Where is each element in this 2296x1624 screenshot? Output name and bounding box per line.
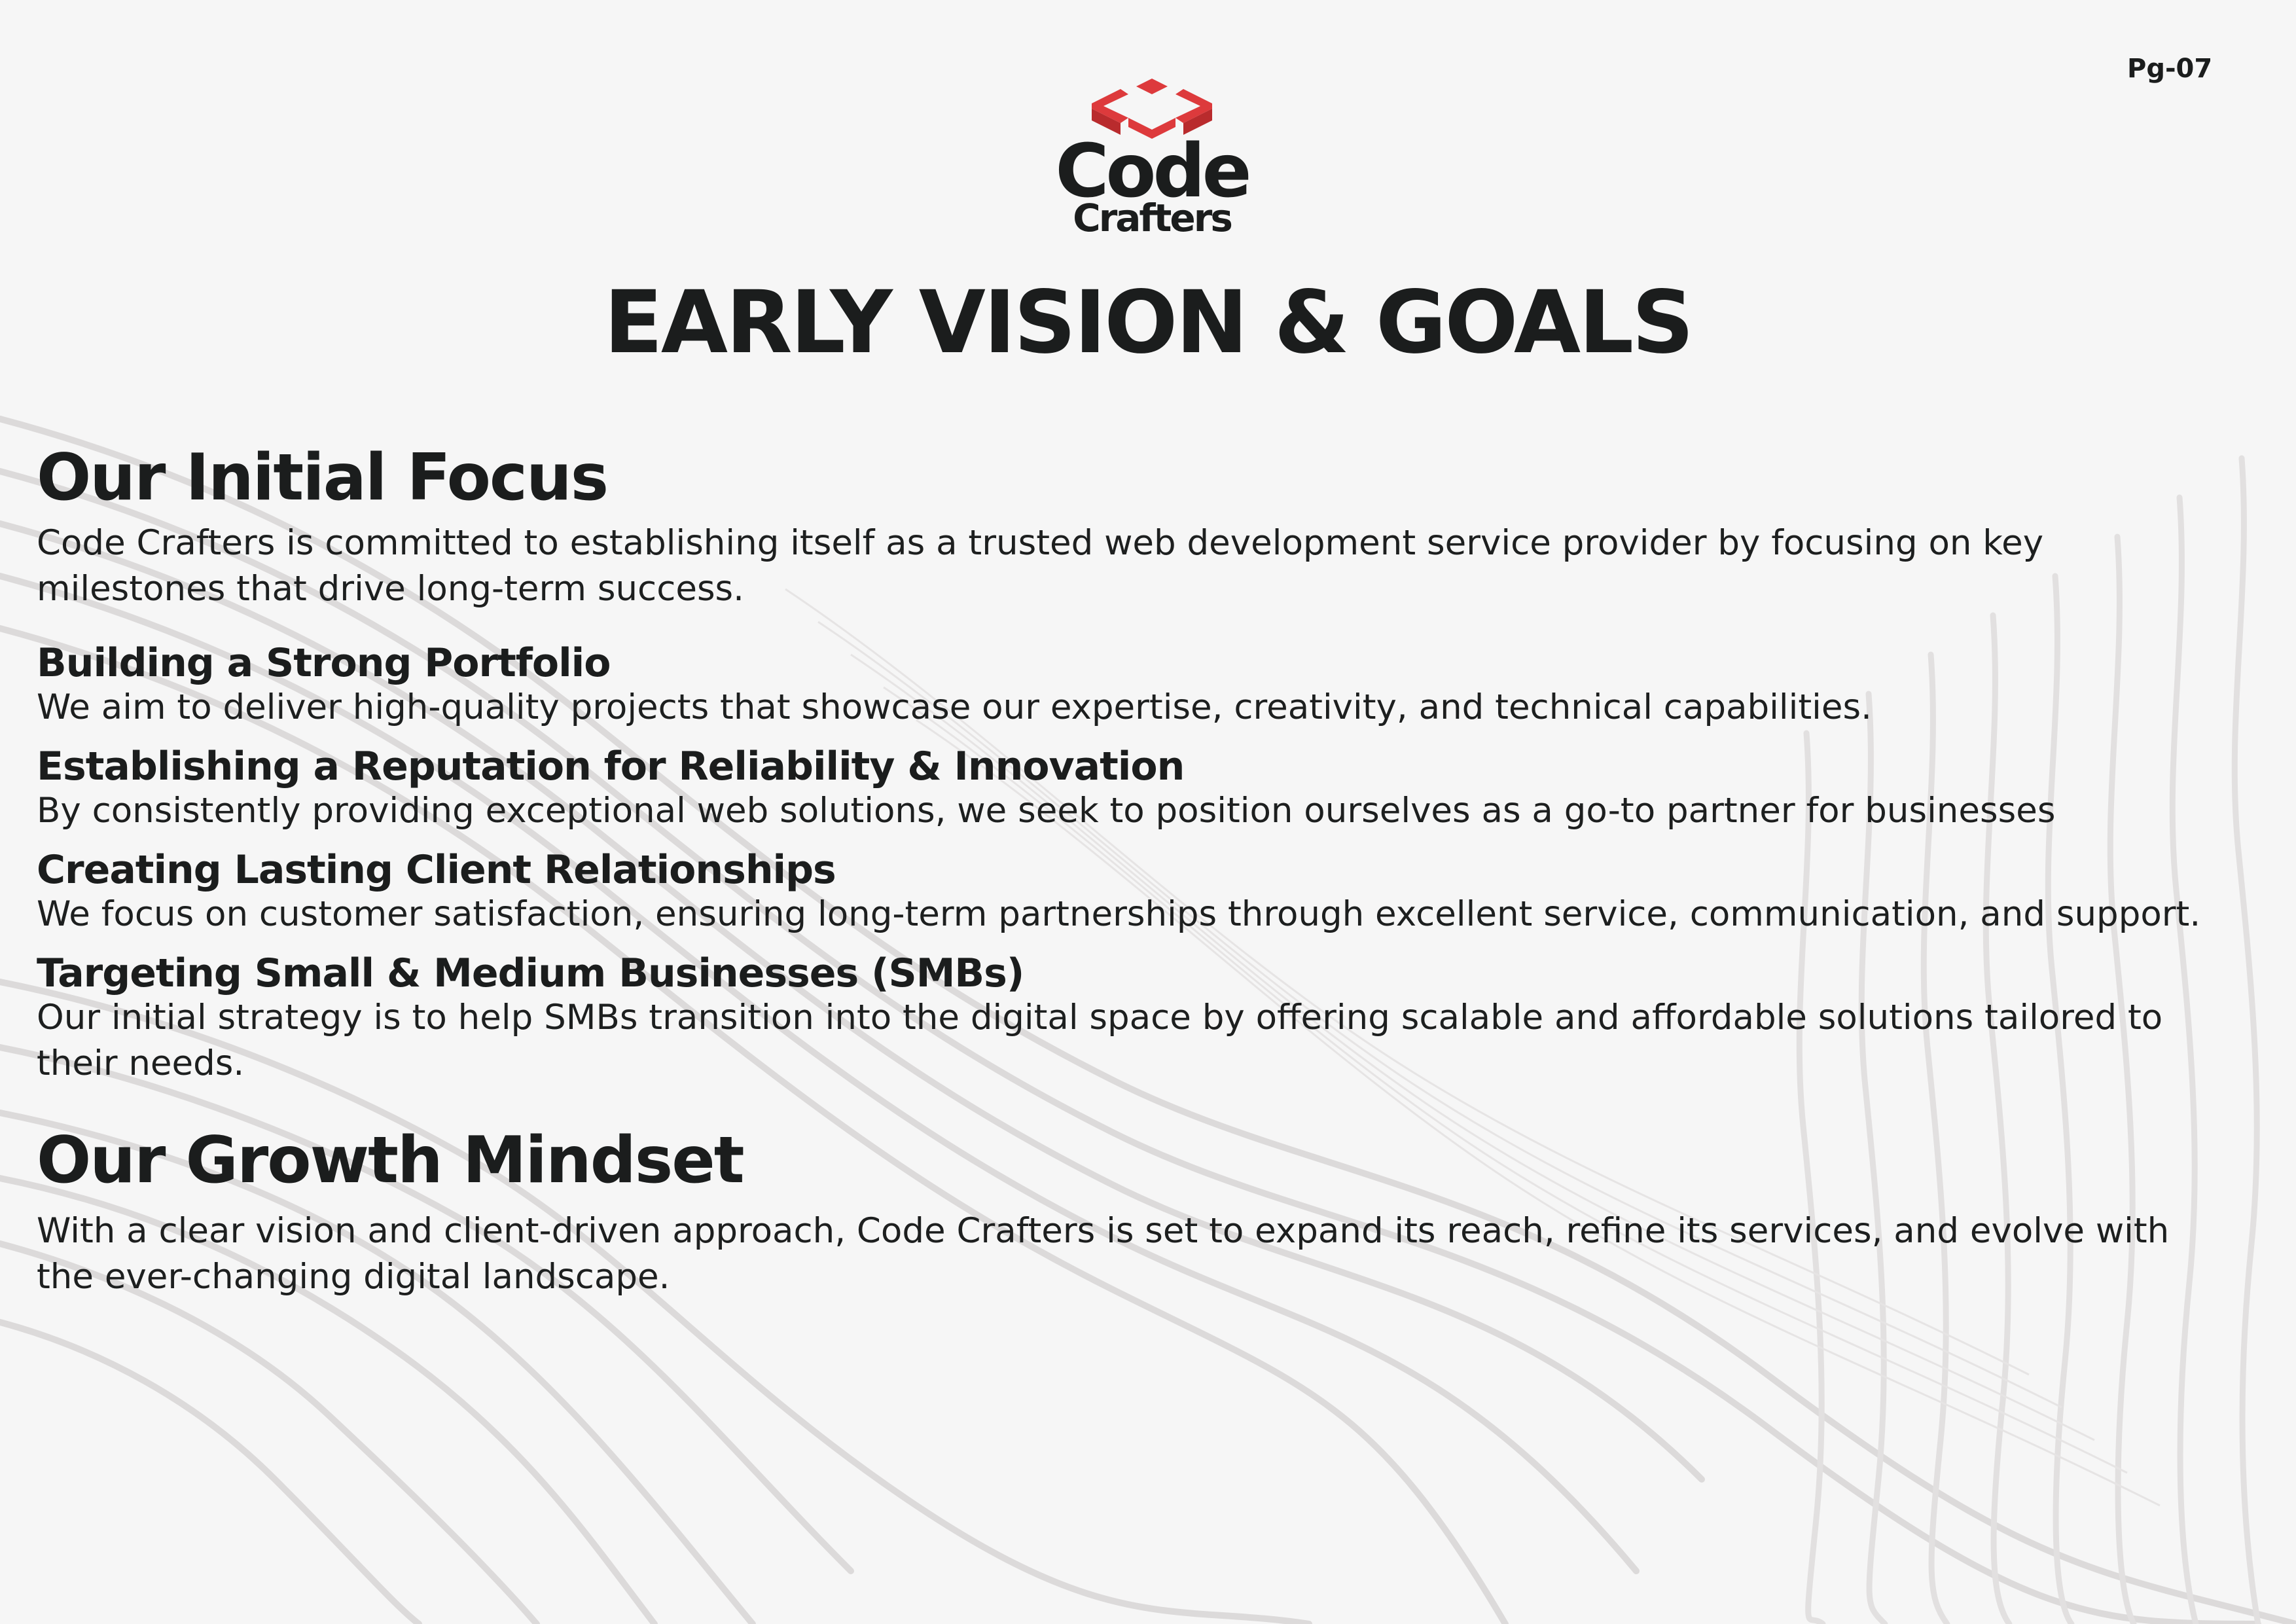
- initial-focus-text: Code Crafters is committed to establishi…: [37, 523, 2044, 609]
- focus-item-heading: Establishing a Reputation for Reliabilit…: [37, 744, 1185, 789]
- focus-item-text: We aim to deliver high-quality projects …: [37, 687, 1872, 727]
- growth-mindset-heading: Our Growth Mindset: [37, 1123, 745, 1198]
- company-logo: Code Crafters: [1054, 77, 1252, 247]
- main-content: Our Initial Focus Code Crafters is commi…: [37, 435, 2236, 1300]
- code-brackets-box-icon: [1092, 79, 1212, 139]
- focus-item-text: By consistently providing exceptional we…: [37, 791, 2056, 831]
- focus-item-text: We focus on customer satisfaction, ensur…: [37, 894, 2201, 934]
- focus-item: Building a Strong Portfolio We aim to de…: [37, 641, 2236, 731]
- page-number: Pg-07: [2127, 54, 2213, 84]
- focus-item-heading: Building a Strong Portfolio: [37, 640, 611, 686]
- focus-item-heading: Targeting Small & Medium Businesses (SMB…: [37, 950, 1024, 996]
- initial-focus-heading: Our Initial Focus: [37, 441, 609, 515]
- logo-wordmark-code: Code: [1055, 129, 1251, 214]
- focus-item-heading: Creating Lasting Client Relationships: [37, 847, 836, 893]
- logo-wordmark-crafters: Crafters: [1073, 196, 1233, 240]
- growth-mindset-text: With a clear vision and client-driven ap…: [37, 1211, 2170, 1297]
- focus-item: Establishing a Reputation for Reliabilit…: [37, 745, 2236, 834]
- focus-item: Creating Lasting Client Relationships We…: [37, 848, 2236, 937]
- page-title: EARLY VISION & GOALS: [603, 272, 1695, 373]
- focus-item: Targeting Small & Medium Businesses (SMB…: [37, 952, 2236, 1087]
- focus-item-text: Our initial strategy is to help SMBs tra…: [37, 998, 2163, 1083]
